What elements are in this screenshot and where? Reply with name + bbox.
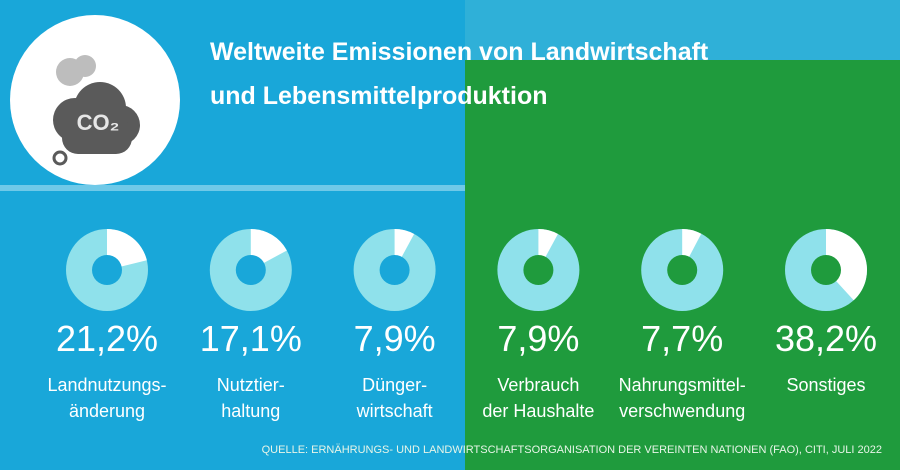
- donut-slice: [826, 229, 868, 301]
- value-label: 21,2%: [55, 318, 159, 359]
- category-label: Landnutzungs- änderung: [47, 375, 167, 421]
- category-label: Nutztier- haltung: [216, 375, 285, 421]
- value-label: 7,9%: [497, 318, 580, 359]
- icon-label: CO₂: [77, 110, 120, 135]
- value-label: 7,9%: [353, 318, 436, 359]
- donut-hole: [92, 255, 122, 285]
- category-label: Dünger- wirtschaft: [356, 375, 433, 421]
- source: QUELLE: ERNÄHRUNGS- UND LANDWIRTSCHAFTSO…: [261, 444, 882, 456]
- donut-hole: [811, 255, 841, 285]
- donut-hole: [523, 255, 554, 285]
- donut-hole: [379, 255, 410, 285]
- category-label: Verbrauch der Haushalte: [482, 375, 595, 421]
- value-label: 7,7%: [641, 318, 724, 359]
- category-label: Nahrungsmittel- verschwendung: [618, 375, 746, 421]
- donut-hole: [667, 255, 698, 285]
- category-label: Sonstiges: [786, 375, 866, 395]
- value-label: 17,1%: [199, 318, 302, 359]
- chart-title: Weltweite Emissionen von Landwirtschaft …: [210, 38, 709, 110]
- donut-hole: [235, 255, 266, 285]
- value-label: 38,2%: [774, 318, 878, 359]
